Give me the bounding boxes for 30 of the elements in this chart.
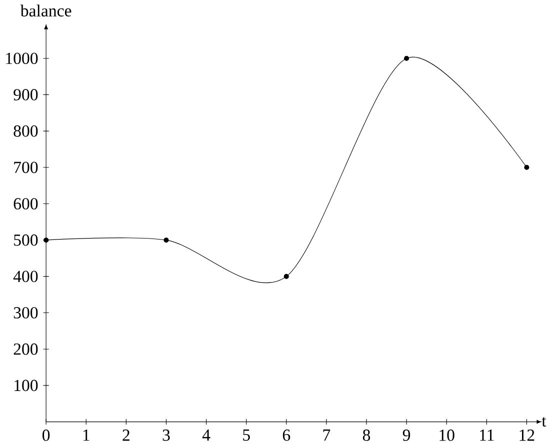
point (164, 238, 169, 243)
y-tick-label: 600 (14, 198, 38, 210)
y-tick-label: 200 (14, 344, 38, 355)
point (404, 56, 410, 62)
x-tick-label: 1 (83, 430, 90, 441)
x-tick-label: 11 (480, 430, 494, 441)
x-tick-label: 2 (122, 430, 130, 441)
x-tick-label: 5 (243, 430, 250, 441)
x-tick-label: 8 (362, 430, 370, 442)
y-tick-label: 700 (14, 162, 38, 174)
y-tick-label: 300 (14, 307, 38, 319)
y-axis-title: balance (20, 4, 72, 17)
y-tick-label: 400 (13, 270, 38, 282)
x-tick-label: 7 (323, 430, 330, 441)
x-tick-label: 4 (202, 430, 210, 441)
y-tick-label: 1000 (6, 52, 38, 64)
x-tick-label: 10 (440, 430, 454, 442)
point (44, 238, 49, 243)
y-tick-label: 100 (14, 380, 38, 392)
y-tick-label: 800 (14, 126, 38, 137)
x-tick-label: 9 (402, 430, 410, 442)
x-tick-label: 0 (42, 430, 50, 442)
x-tick-label: 12 (520, 430, 534, 441)
x-axis-title: t (542, 417, 546, 427)
x-tick-label: 3 (162, 430, 170, 442)
x-tick-label: 6 (282, 430, 290, 442)
point (284, 274, 289, 280)
y-tick-label: 500 (14, 234, 38, 246)
y-tick-label: 900 (14, 89, 38, 101)
point (524, 165, 530, 170)
